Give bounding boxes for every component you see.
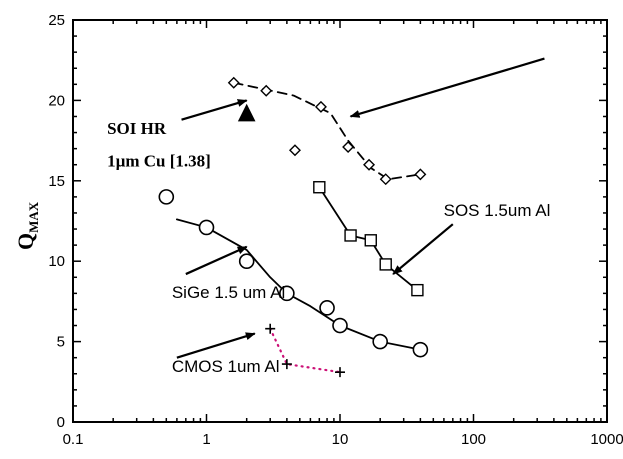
gaas-data-point: [314, 100, 327, 113]
y-axis-label-main: Q: [13, 233, 38, 250]
cmos-series-line: [269, 327, 342, 374]
soi-annotation-label: SOI HR: [107, 119, 167, 138]
y-tick-label: 0: [57, 414, 65, 431]
plot-frame: [72, 19, 608, 423]
y-tick-label: 15: [48, 173, 65, 190]
sige-data-point: [319, 300, 335, 316]
x-tick-label: 10: [332, 431, 349, 448]
gaas-annotation-arrow: [349, 57, 545, 118]
cmos-annotation-text: CMOS 1um Al: [172, 357, 280, 376]
x-axis-ticks: 0.1 1 10 100 1000: [63, 20, 623, 448]
y-tick-label: 5: [57, 334, 65, 351]
cmos-annotation-label: CMOS 1um Al: [172, 357, 280, 376]
sos-annotation-arrow: [392, 223, 454, 275]
sige-data-point: [279, 285, 295, 302]
cmos-data-point: [281, 359, 292, 370]
x-tick-label: 100: [461, 431, 486, 448]
gaas-data-point: [288, 144, 301, 157]
sige-annotation-label: SiGe 1.5 um Al: [172, 283, 285, 302]
y-axis-label-sub: MAX: [26, 201, 41, 233]
soi-data-point: [237, 103, 256, 122]
sige-data-point: [332, 317, 348, 334]
sos-annotation-text: SOS 1.5um Al: [444, 201, 551, 220]
cmos-annotation-arrow: [176, 332, 256, 359]
y-tick-label: 25: [48, 12, 65, 29]
sos-data-point: [411, 283, 424, 297]
gaas-data-point: [363, 158, 376, 171]
sige-data-point: [412, 341, 429, 358]
soi-annotation-text: SOI HR: [107, 119, 167, 138]
sos-data-point: [313, 181, 326, 194]
sige-data-point: [238, 253, 255, 270]
sige-annotation-arrow: [185, 245, 248, 276]
y-axis-ticks: 0 5 10 15 20 25: [48, 12, 607, 431]
sige-data-point: [158, 189, 175, 205]
soi-annotation-arrow: [181, 99, 248, 121]
gaas-data-point: [260, 84, 273, 97]
soi-2-annotation-text: 1µm Cu [1.38]: [107, 151, 211, 170]
x-tick-label: 1: [202, 431, 210, 448]
gaas-series-line: [232, 81, 422, 181]
gaas-data-point: [414, 168, 427, 181]
sos-data-point: [379, 258, 392, 271]
gaas-data-point: [379, 173, 392, 186]
sos-data-point: [344, 229, 357, 242]
series-markers: [158, 76, 429, 378]
sos-annotation-label: SOS 1.5um Al: [444, 201, 551, 220]
sos-data-point: [364, 234, 377, 247]
y-tick-label: 20: [48, 92, 65, 109]
cmos-data-point: [335, 367, 345, 378]
gaas-data-point: [227, 76, 240, 89]
cmos-data-point: [265, 323, 276, 334]
sige-data-point: [372, 333, 388, 350]
x-tick-label: 1000: [590, 431, 623, 448]
sige-annotation-text: SiGe 1.5 um Al: [172, 283, 285, 302]
y-axis-label: QMAX: [13, 201, 41, 250]
gaas-data-point: [342, 141, 355, 154]
sige-data-point: [198, 219, 215, 236]
y-tick-label: 10: [48, 253, 65, 270]
x-tick-label: 0.1: [63, 431, 84, 448]
soi-2-annotation-label: 1µm Cu [1.38]: [107, 151, 211, 170]
